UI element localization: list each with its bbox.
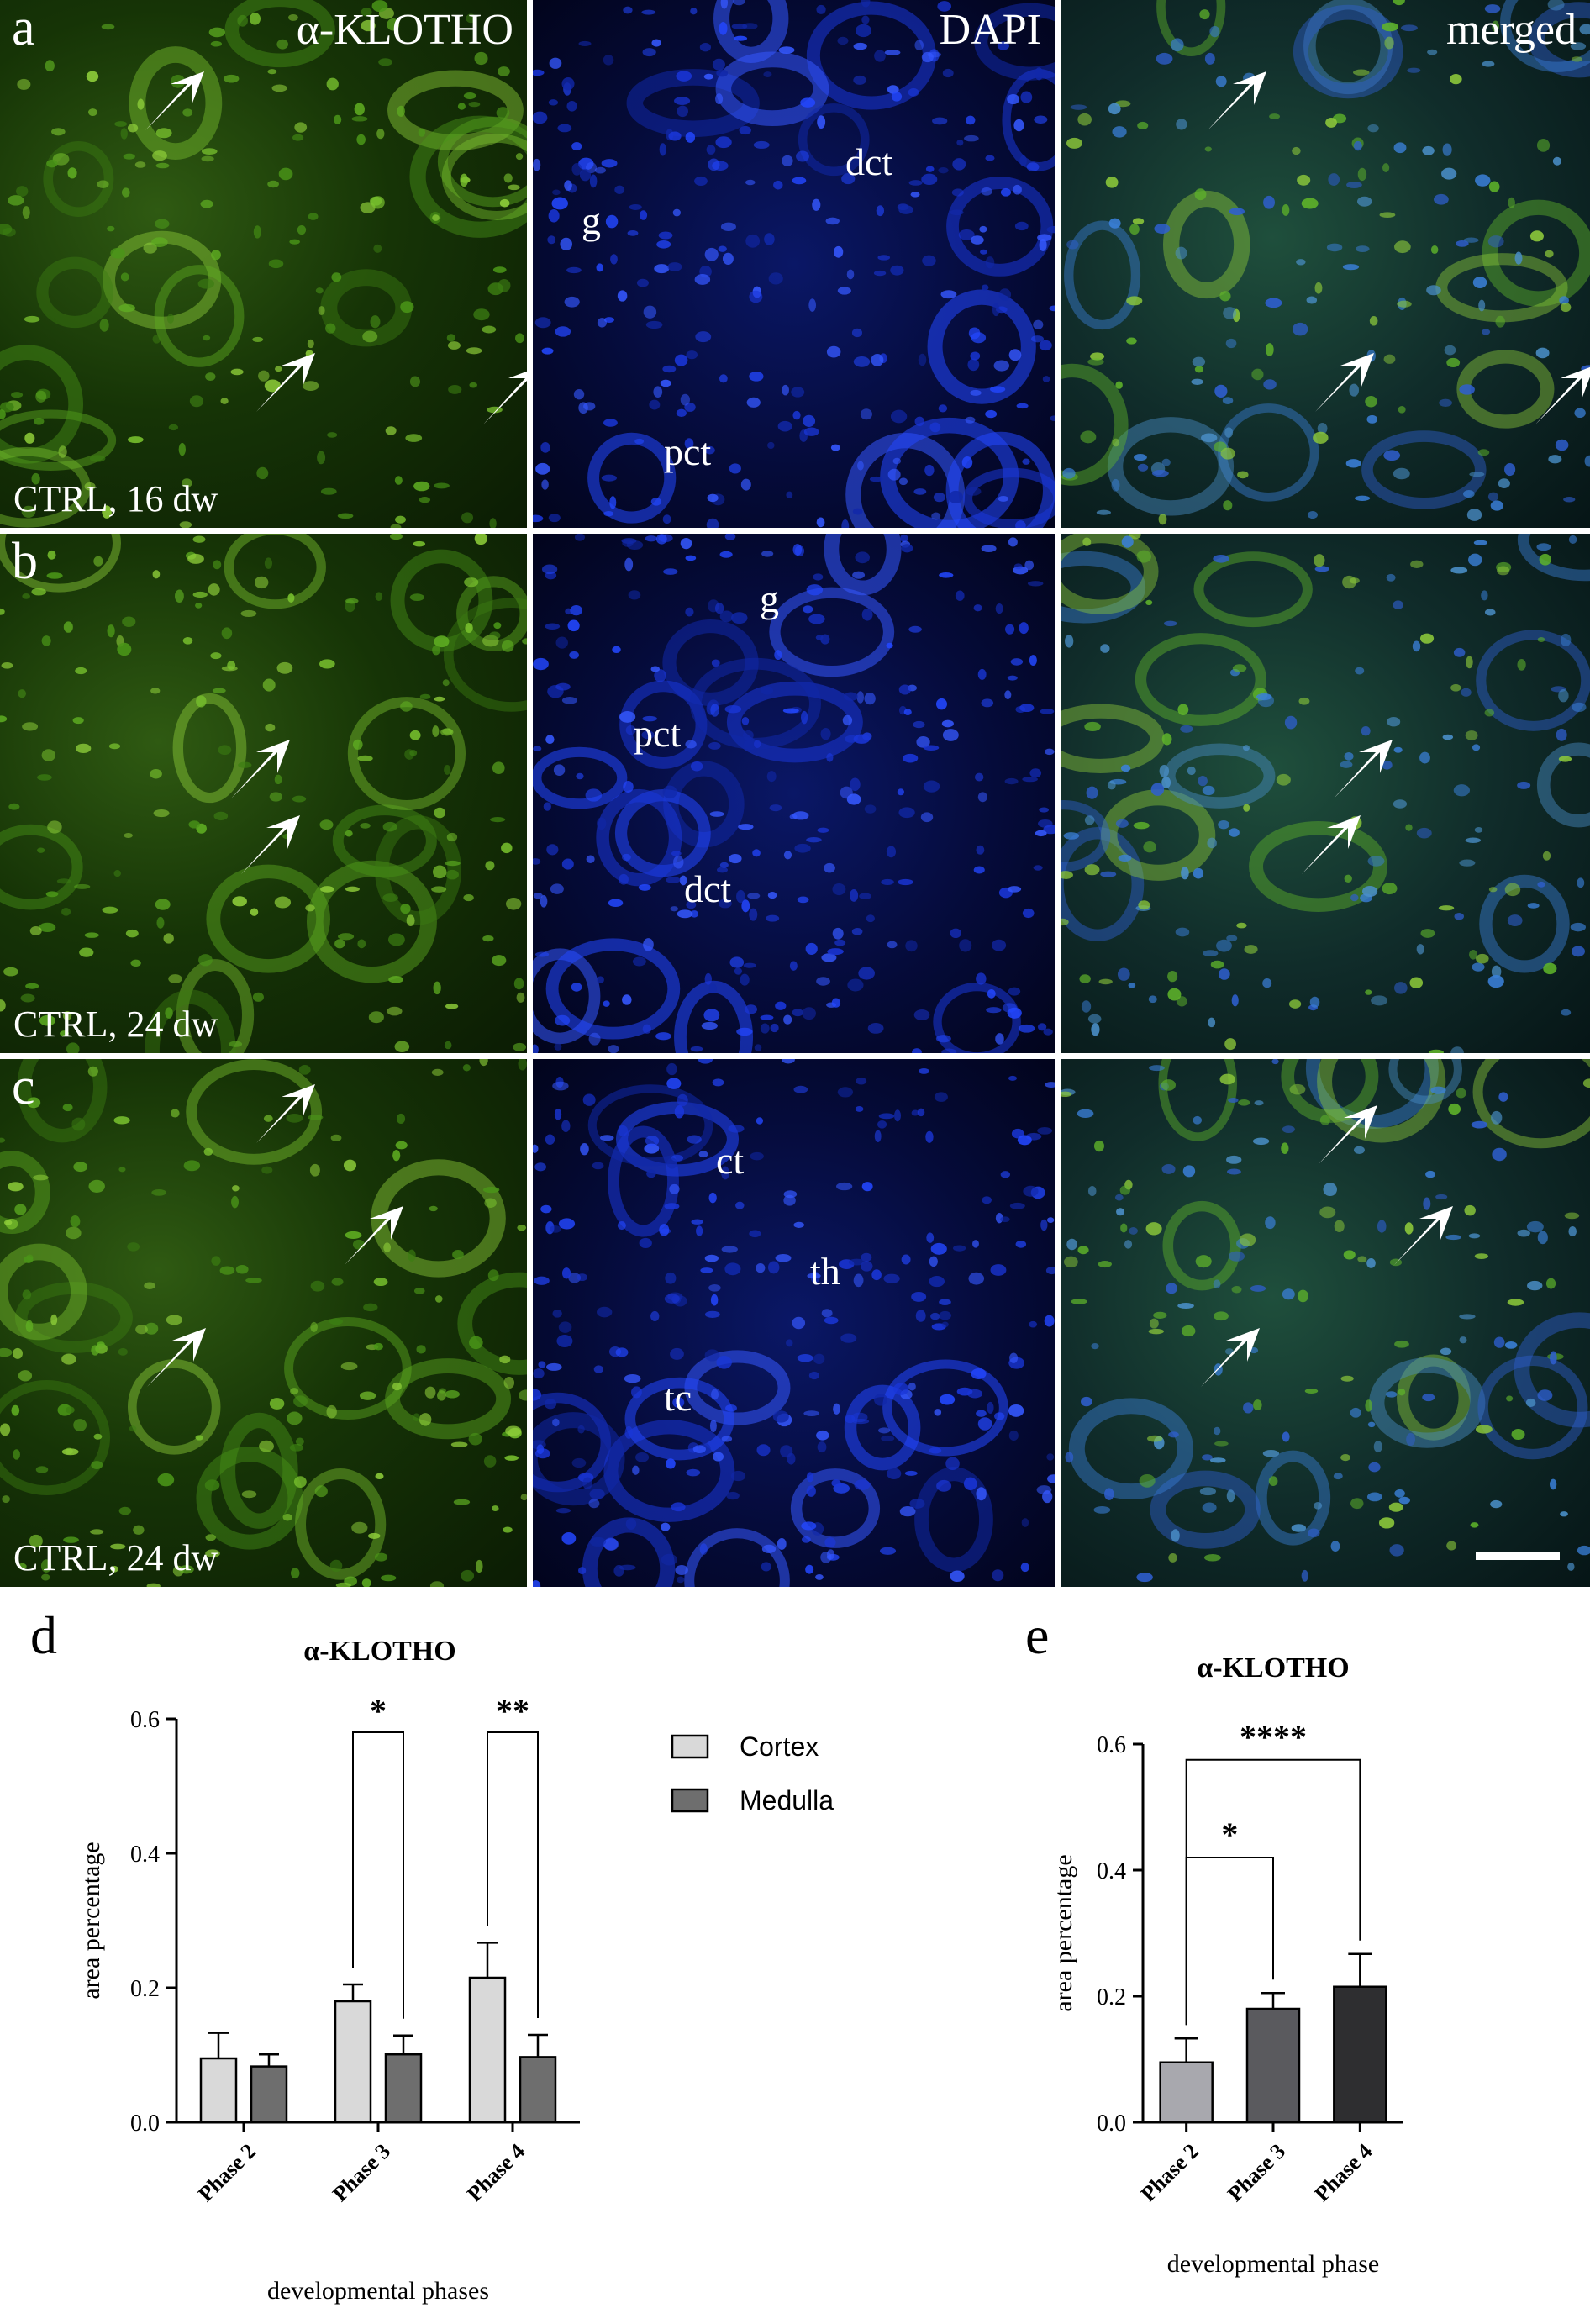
x-tick-label: Phase 2 — [1136, 2139, 1203, 2206]
panel-letter-a: a — [12, 0, 35, 56]
dapi-texture — [533, 534, 1055, 1053]
structure-label-pct: pct — [664, 430, 712, 473]
condition-label-b: CTRL, 24 dw — [13, 1004, 218, 1045]
chart-d: d α-KLOTHO 0.0 0.2 0.4 0.6 area percentage Phas… — [30, 1605, 834, 2305]
panel-letter-b: b — [12, 534, 38, 590]
legend-swatch-cortex — [671, 1734, 709, 1759]
panel-b-merged — [1061, 534, 1590, 1053]
x-tick-label: Phase 3 — [328, 2139, 395, 2206]
arrow-icon — [256, 353, 315, 412]
significance-label: ** — [496, 1692, 529, 1730]
chart-title: α-KLOTHO — [1197, 1652, 1349, 1684]
stain-label-dapi: DAPI — [939, 6, 1041, 54]
y-axis-label: area percentage — [1050, 1854, 1077, 2011]
panel-a-merged: merged — [1061, 0, 1590, 528]
bar-cortex-phase-4 — [468, 1976, 507, 2124]
significance-label: * — [370, 1692, 387, 1730]
structure-label-th: th — [810, 1250, 840, 1293]
structure-label-g: g — [582, 199, 601, 242]
x-tick-label: Phase 2 — [193, 2139, 261, 2206]
bar-medulla-phase-3 — [384, 2053, 423, 2124]
arrow-icon — [147, 1328, 206, 1387]
stain-label-klotho: α-KLOTHO — [296, 6, 513, 54]
panel-c-merged — [1061, 1059, 1590, 1587]
x-tick-label: Phase 4 — [462, 2139, 529, 2206]
y-tick-label: 0.0 — [1097, 2111, 1126, 2137]
significance-label: * — [1221, 1815, 1238, 1853]
bar-phase-2 — [1159, 2061, 1214, 2124]
arrow-icon — [256, 1084, 315, 1143]
x-axis-label: developmental phase — [1167, 2250, 1379, 2278]
y-tick-label: 0.2 — [1097, 1984, 1126, 2010]
x-axis-label: developmental phases — [267, 2277, 489, 2305]
structure-label-g: g — [760, 577, 779, 620]
arrow-icon — [1394, 1206, 1453, 1265]
arrow-icon — [1315, 353, 1374, 412]
arrow-icon — [345, 1206, 403, 1265]
panel-b-klotho: b CTRL, 24 dw — [0, 534, 527, 1053]
legend-swatch-medulla — [671, 1788, 709, 1813]
x-tick-label: Phase 4 — [1309, 2139, 1377, 2206]
significance-bracket — [1185, 1758, 1361, 2026]
bar-phase-4 — [1333, 1985, 1387, 2124]
stain-label-merged: merged — [1446, 6, 1577, 54]
panel-b-dapi: g pct dct — [533, 534, 1055, 1053]
bar-phase-3 — [1245, 2007, 1301, 2124]
y-tick-label: 0.4 — [1097, 1858, 1126, 1884]
dapi-texture — [533, 0, 1055, 528]
arrow-icon — [231, 740, 290, 798]
y-tick-label: 0.6 — [1097, 1732, 1126, 1758]
scale-bar — [1476, 1552, 1560, 1560]
legend-label-medulla: Medulla — [740, 1785, 834, 1815]
chart-e: e α-KLOTHO 0.0 0.2 0.4 0.6 area percentage Phas… — [1025, 1605, 1403, 2278]
y-tick-label: 0.6 — [130, 1707, 160, 1733]
klotho-texture — [0, 534, 527, 1053]
merged-texture — [1061, 534, 1590, 1053]
microscopy-figure: a α-KLOTHO CTRL, 16 dw DAPI g dct pct me… — [0, 0, 1590, 1587]
dapi-texture — [533, 1059, 1055, 1587]
klotho-texture — [0, 0, 527, 528]
significance-label: **** — [1240, 1718, 1307, 1756]
panel-letter-e: e — [1025, 1605, 1049, 1665]
legend-label-cortex: Cortex — [740, 1731, 819, 1762]
structure-label-tc: tc — [664, 1376, 692, 1419]
klotho-texture — [0, 1059, 527, 1587]
arrow-icon — [483, 371, 527, 424]
significance-bracket — [1185, 1857, 1274, 2026]
y-tick-label: 0.4 — [130, 1842, 160, 1868]
arrow-icon — [1319, 1105, 1377, 1164]
condition-label-a: CTRL, 16 dw — [13, 478, 218, 519]
y-tick-label: 0.2 — [130, 1976, 160, 2002]
panel-a-dapi: DAPI g dct pct — [533, 0, 1055, 528]
chart-title: α-KLOTHO — [303, 1636, 455, 1667]
panel-a-klotho: a α-KLOTHO CTRL, 16 dw — [0, 0, 527, 528]
panel-c-dapi: ct th tc — [533, 1059, 1055, 1587]
y-axis-label: area percentage — [77, 1842, 105, 1999]
structure-label-pct: pct — [634, 712, 682, 755]
significance-bracket — [352, 1731, 404, 2019]
arrow-icon — [1208, 71, 1266, 130]
merged-texture — [1061, 1059, 1590, 1583]
structure-label-ct: ct — [716, 1139, 745, 1182]
y-tick-label: 0.0 — [130, 2111, 160, 2137]
bar-medulla-phase-2 — [250, 2065, 288, 2124]
arrow-icon — [145, 71, 204, 130]
arrow-icon — [1302, 815, 1361, 874]
arrow-icon — [1334, 740, 1393, 798]
merged-texture — [1061, 0, 1590, 525]
significance-bracket — [487, 1731, 539, 2018]
structure-label-dct: dct — [845, 140, 893, 183]
arrow-icon — [1535, 366, 1590, 424]
arrow-icon — [1201, 1328, 1260, 1387]
panel-letter-c: c — [12, 1059, 35, 1115]
panel-letter-d: d — [30, 1605, 57, 1665]
x-tick-label: Phase 3 — [1223, 2139, 1290, 2206]
panel-c-klotho: c CTRL, 24 dw — [0, 1059, 527, 1587]
structure-label-dct: dct — [684, 867, 732, 910]
bar-medulla-phase-4 — [519, 2056, 557, 2124]
bar-cortex-phase-2 — [199, 2057, 238, 2124]
arrow-icon — [241, 815, 300, 874]
condition-label-c: CTRL, 24 dw — [13, 1537, 218, 1578]
bar-cortex-phase-3 — [334, 2000, 372, 2124]
